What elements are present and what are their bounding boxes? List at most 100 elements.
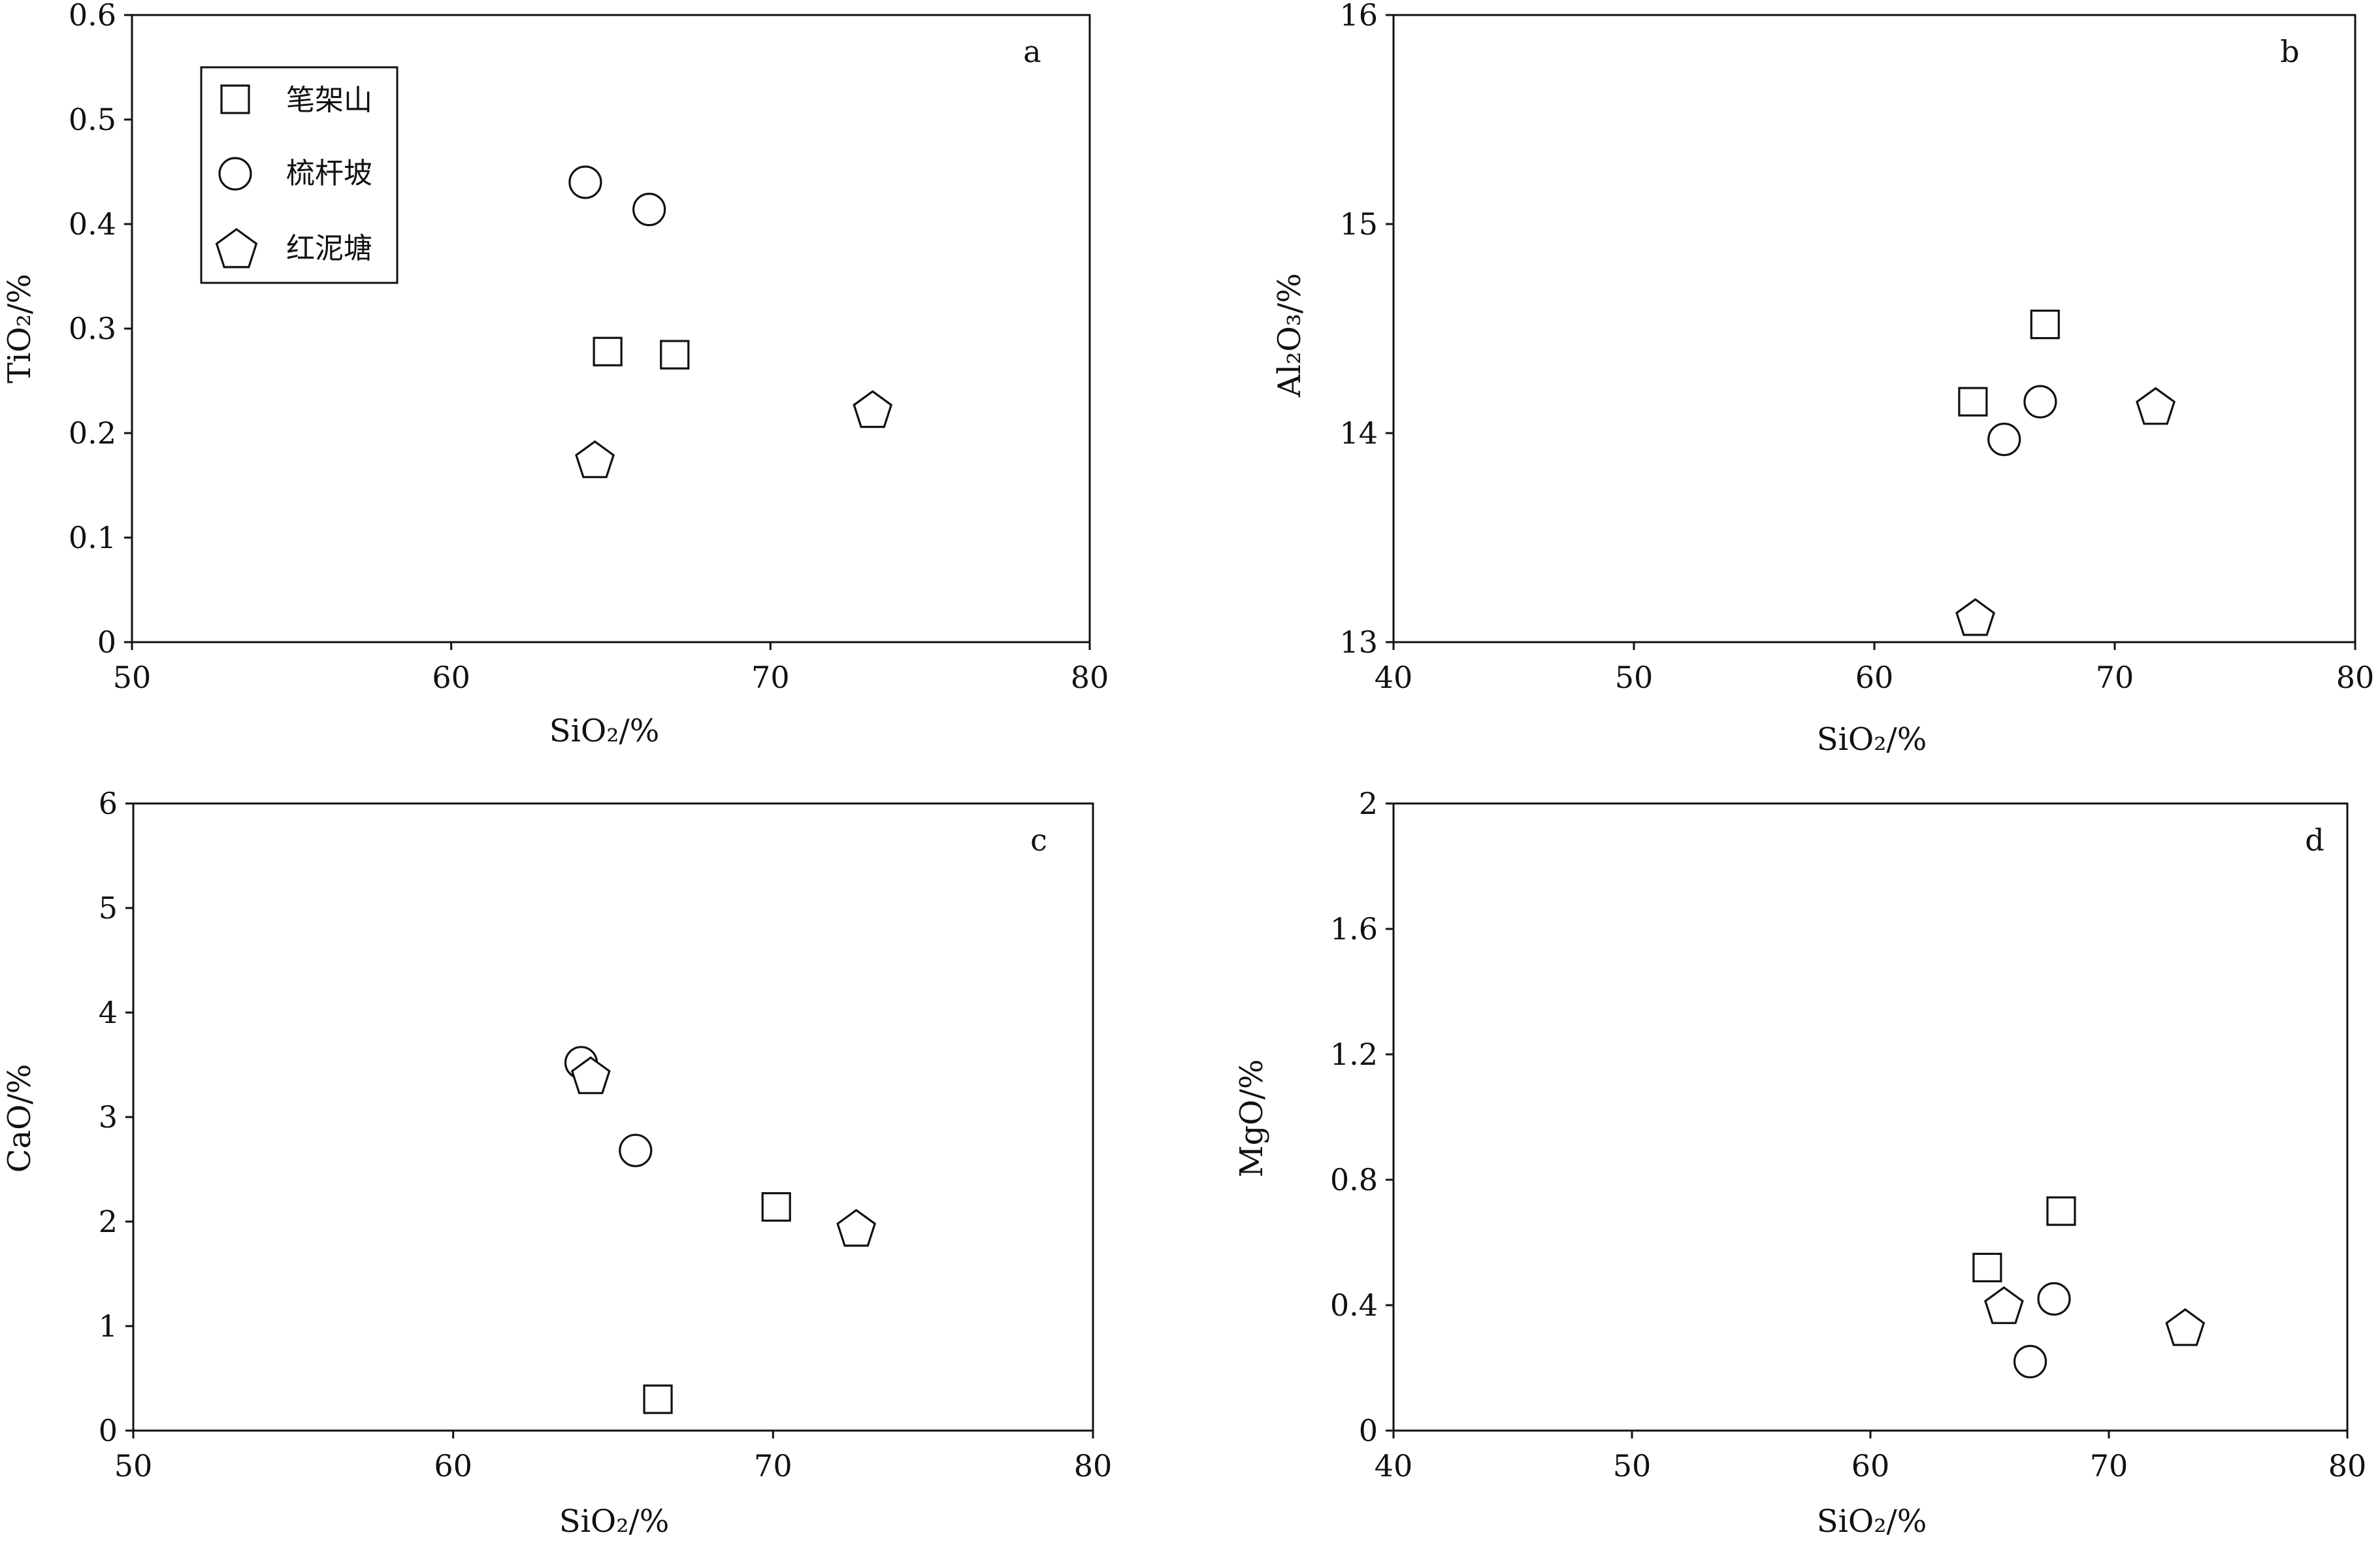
panel-b-y-tick-label: 15: [1339, 206, 1378, 242]
legend-pentagon-marker: [215, 228, 258, 268]
panel-d-x-axis-title: SiO₂/%: [1817, 1503, 1927, 1540]
panel-b-circle-point: [1987, 422, 2021, 457]
panel-b-circle-point: [2023, 385, 2057, 419]
panel-a-letter: a: [1023, 34, 1041, 69]
panel-d-plot-frame: [1392, 802, 2349, 1432]
panel-b-y-tick-label: 16: [1339, 0, 1378, 33]
panel-b-al2o3-vs-sio2: b 40 50 60 70 80 13 14 15 16 SiO₂/% Al₂O₃/%: [1271, 0, 2374, 758]
panel-c-y-ticks: 0 1 2 3 4 5 6: [99, 786, 133, 1448]
panel-b-x-tick-label: 60: [1855, 660, 1894, 695]
panel-a-points: [568, 165, 893, 478]
panel-b-x-tick-label: 70: [2096, 660, 2134, 695]
panel-a-plot-frame: [131, 14, 1091, 643]
panel-a-tio2-vs-sio2: a 50 60 70 80 0 0.1 0.2 0.3 0.4 0.5 0.6 SiO₂/% Ti…: [1, 0, 1109, 749]
panel-c-x-tick-label: 80: [1074, 1448, 1113, 1484]
panel-d-y-tick-label: 1.6: [1330, 911, 1378, 947]
panel-c-square-point: [643, 1384, 673, 1414]
panel-c-y-tick-label: 0: [99, 1413, 118, 1448]
panel-b-square-point: [1958, 387, 1988, 417]
panel-a-square-point: [593, 336, 623, 366]
panel-d-letter: d: [2305, 822, 2324, 858]
legend-label-bijiashan: 笔架山: [286, 84, 372, 117]
panel-a-x-tick-label: 50: [113, 660, 152, 695]
panel-c-square-point: [761, 1192, 791, 1222]
legend-circle-marker: [218, 157, 252, 191]
panel-a-y-tick-label: 0.1: [69, 520, 116, 555]
panel-d-y-ticks: 0 0.4 0.8 1.2 1.6 2: [1330, 786, 1394, 1448]
panel-b-square-point: [2030, 310, 2060, 340]
panel-a-y-tick-label: 0.5: [69, 102, 116, 137]
panel-c-x-tick-label: 50: [114, 1448, 153, 1484]
panel-a-x-axis-title: SiO₂/%: [549, 713, 660, 749]
panel-d-y-tick-label: 0.4: [1330, 1288, 1378, 1323]
panel-a-y-tick-label: 0.4: [69, 206, 116, 242]
panel-b-letter: b: [2280, 34, 2299, 69]
panel-c-cao-vs-sio2: c 50 60 70 80 0 1 2 3 4 5 6 SiO₂/% CaO/%: [1, 786, 1112, 1540]
panel-d-x-tick-label: 80: [2328, 1448, 2367, 1484]
panel-c-x-ticks: 50 60 70 80: [114, 1431, 1113, 1484]
panel-b-y-ticks: 13 14 15 16: [1339, 0, 1394, 660]
panel-d-y-tick-label: 0: [1359, 1413, 1378, 1448]
panel-a-y-tick-label: 0.3: [69, 311, 116, 346]
legend: 笔架山 梳杆坡 红泥塘: [200, 66, 399, 284]
panel-d-points: [1972, 1196, 2206, 1378]
panel-a-y-axis-title: TiO₂/%: [1, 274, 38, 383]
panel-b-x-ticks: 40 50 60 70 80: [1375, 642, 2375, 695]
panel-b-y-tick-label: 14: [1339, 415, 1378, 451]
panel-b-pentagon-point: [2136, 387, 2176, 425]
panel-a-x-ticks: 50 60 70 80: [113, 642, 1109, 695]
panel-c-y-tick-label: 4: [99, 995, 118, 1030]
panel-d-circle-point: [2037, 1282, 2071, 1316]
panel-c-y-tick-label: 2: [99, 1204, 118, 1239]
panel-c-x-tick-label: 60: [434, 1448, 472, 1484]
panel-b-x-tick-label: 80: [2336, 660, 2375, 695]
panel-a-x-tick-label: 80: [1071, 660, 1109, 695]
panel-b-y-axis-title: Al₂O₃/%: [1271, 273, 1308, 398]
legend-label-shuganpo: 梳杆坡: [286, 157, 372, 190]
panel-a-y-tick-label: 0.2: [69, 415, 116, 451]
legend-item-bijiashan: 笔架山: [220, 84, 372, 117]
panel-d-mgo-vs-sio2: d 40 50 60 70 80 0 0.4 0.8 1.2 1.6 2 SiO₂/% MgO/%: [1233, 786, 2366, 1540]
panel-d-x-tick-label: 70: [2090, 1448, 2128, 1484]
panel-c-plot-frame: [132, 802, 1094, 1432]
panel-c-y-tick-label: 3: [99, 1099, 118, 1135]
panel-d-y-axis-title: MgO/%: [1233, 1059, 1270, 1177]
panel-d-x-tick-label: 40: [1375, 1448, 1413, 1484]
panel-d-pentagon-point: [2165, 1308, 2206, 1346]
panel-c-y-axis-title: CaO/%: [1, 1064, 38, 1173]
legend-box: [200, 66, 399, 284]
panel-b-x-tick-label: 40: [1375, 660, 1413, 695]
legend-item-hongnitang: 红泥塘: [215, 228, 372, 268]
panel-c-points: [564, 1046, 877, 1414]
legend-square-marker: [220, 84, 250, 114]
panel-b-plot-frame: [1392, 14, 2356, 643]
panel-c-pentagon-point: [570, 1056, 611, 1094]
panel-c-circle-point: [619, 1133, 653, 1167]
panel-d-x-tick-label: 60: [1851, 1448, 1890, 1484]
panel-a-circle-point: [568, 165, 602, 199]
panel-b-points: [1955, 310, 2176, 636]
panel-a-y-tick-label: 0: [97, 625, 116, 660]
panel-d-square-point: [2046, 1196, 2076, 1226]
panel-c-y-tick-label: 1: [99, 1308, 118, 1344]
legend-label-hongnitang: 红泥塘: [286, 232, 372, 265]
panel-c-y-tick-label: 6: [99, 786, 118, 821]
panel-d-x-ticks: 40 50 60 70 80: [1375, 1431, 2367, 1484]
panel-a-x-tick-label: 70: [751, 660, 790, 695]
panel-c-letter: c: [1030, 822, 1047, 858]
panel-c-x-axis-title: SiO₂/%: [559, 1503, 670, 1540]
panel-b-x-tick-label: 50: [1615, 660, 1654, 695]
panel-a-pentagon-point: [575, 440, 615, 478]
panel-a-pentagon-point: [853, 390, 893, 429]
panel-a-square-point: [660, 340, 690, 370]
panel-d-pentagon-point: [1984, 1286, 2024, 1324]
panel-a-y-ticks: 0 0.1 0.2 0.3 0.4 0.5 0.6: [69, 0, 132, 660]
panel-b-pentagon-point: [1955, 598, 1995, 636]
panel-a-circle-point: [632, 193, 666, 227]
panel-b-x-axis-title: SiO₂/%: [1817, 721, 1927, 758]
panel-d-x-tick-label: 50: [1613, 1448, 1652, 1484]
panel-b-y-tick-label: 13: [1339, 625, 1378, 660]
panel-c-y-tick-label: 5: [99, 890, 118, 926]
panel-a-x-tick-label: 60: [432, 660, 470, 695]
